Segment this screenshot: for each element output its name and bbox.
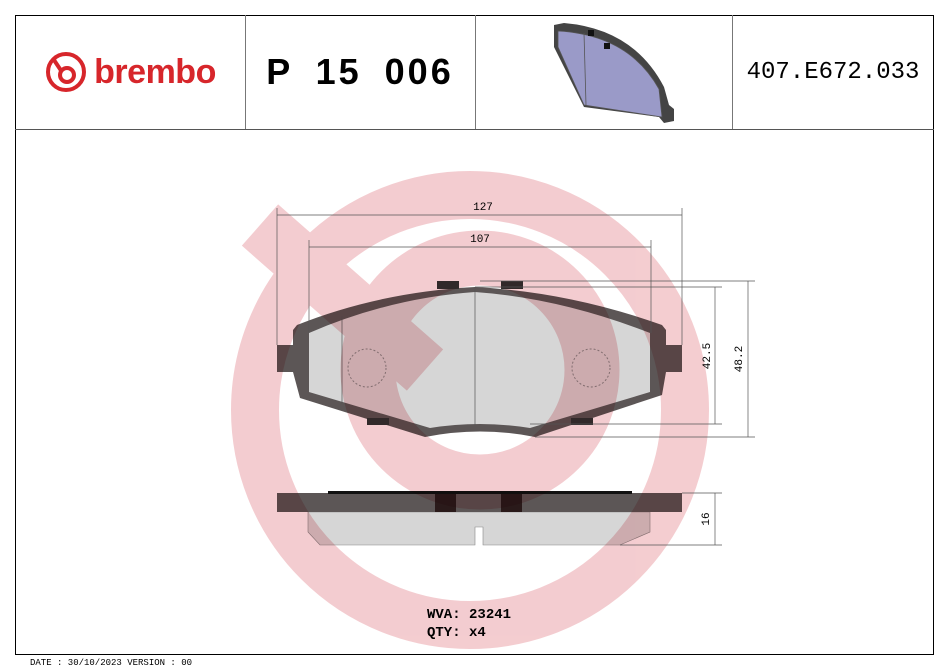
qty-line: QTY: x4: [427, 625, 486, 641]
qty-value: x4: [469, 625, 486, 641]
dim-127: 127: [473, 202, 493, 214]
plate-side: [277, 493, 682, 512]
wva-line: WVA: 23241: [427, 607, 512, 623]
dim-48-2: 48.2: [734, 346, 746, 372]
brembo-logo-icon: [46, 52, 87, 92]
brand-logo: brembo: [15, 15, 245, 130]
dim-42-5: 42.5: [702, 343, 714, 369]
wva-number: 23241: [469, 607, 512, 623]
dim-107: 107: [470, 234, 490, 246]
brand-name: brembo: [94, 52, 216, 91]
friction-material: [309, 292, 650, 428]
friction-side: [307, 511, 651, 546]
part-number: P 15 006: [266, 51, 454, 92]
drawing-frame: [15, 15, 934, 655]
catalog-code: 407.E672.033: [746, 58, 920, 86]
footer-date-version: DATE : 30/10/2023 VERSION : 00: [30, 658, 193, 668]
dim-16: 16: [701, 512, 713, 525]
